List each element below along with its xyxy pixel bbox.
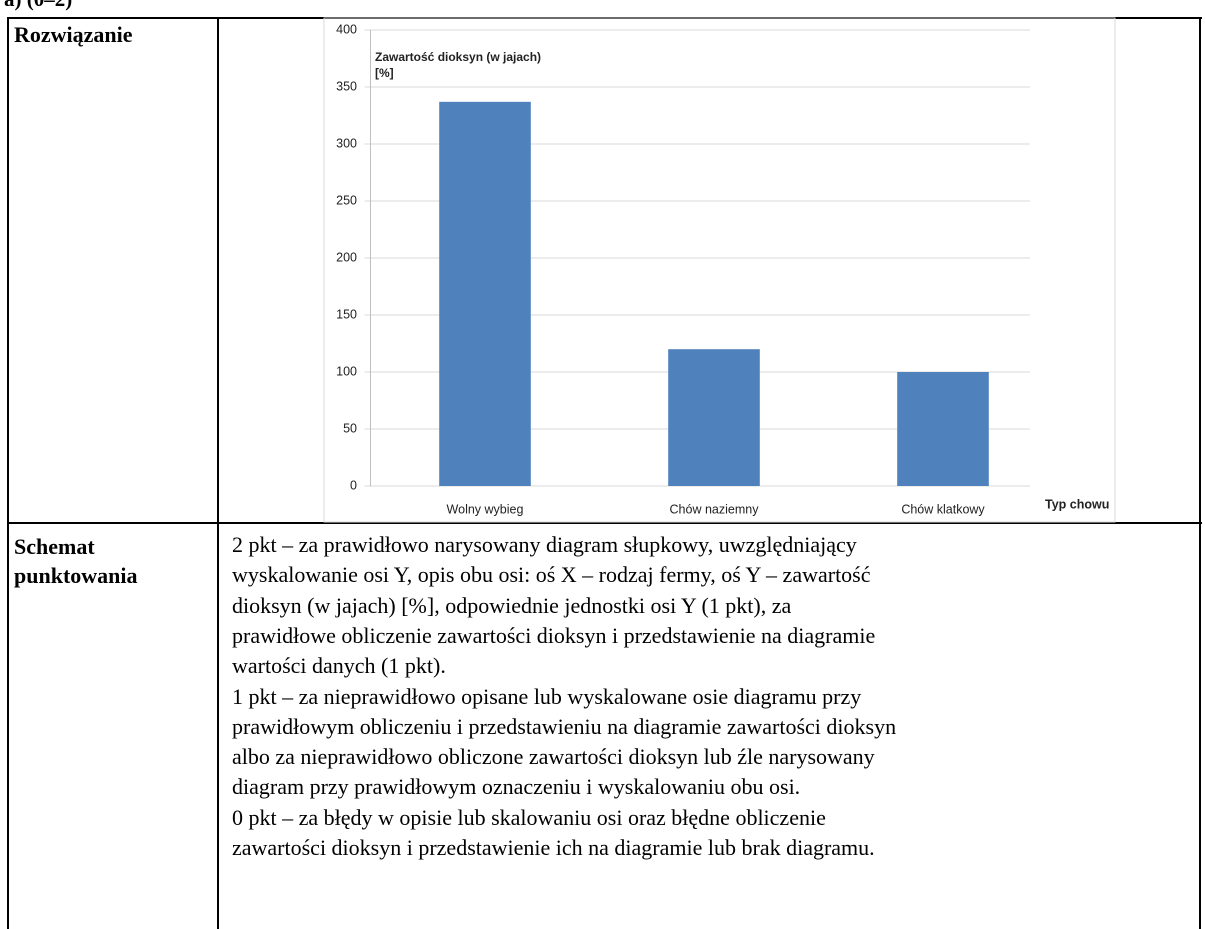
text-line: albo za nieprawidłowo obliczone zawartoś…	[232, 744, 875, 770]
y-tick-label: 350	[336, 79, 357, 93]
text-line: diagram przy prawidłowym oznaczeniu i wy…	[232, 774, 801, 800]
y-tick-label: 200	[336, 250, 357, 264]
text-line: wyskalowanie osi Y, opis obu osi: oś X –…	[232, 562, 871, 588]
text-line: 2 pkt – za prawidłowo narysowany diagram…	[232, 532, 857, 557]
y-tick-label: 400	[336, 22, 357, 36]
table-border	[1199, 17, 1201, 929]
bar	[439, 101, 531, 486]
text-line: zawartości dioksyn i przedstawienie ich …	[232, 835, 875, 860]
text-line: 1 pkt – za nieprawidłowo opisane lub wys…	[232, 683, 862, 709]
y-tick-label: 50	[343, 421, 357, 435]
text-line: wartości danych (1 pkt).	[232, 653, 446, 679]
heading: a) (0–2)	[4, 0, 72, 12]
x-tick-label: Wolny wybieg	[447, 502, 524, 516]
y-tick-label: 150	[336, 307, 357, 321]
x-axis-label: Typ chowu	[1045, 497, 1109, 511]
text-line: prawidłowe obliczenie zawartości dioksyn…	[232, 622, 876, 648]
table-border	[7, 522, 1202, 524]
x-tick-label: Chów naziemny	[670, 502, 760, 516]
x-tick-label: Chów klatkowy	[901, 502, 985, 516]
bar	[897, 372, 989, 486]
text-line: prawidłowym obliczeniu i przedstawieniu …	[232, 713, 897, 739]
y-tick-label: 300	[336, 136, 357, 150]
text-line: 0 pkt – za błędy w opisie lub skalowaniu…	[232, 804, 826, 830]
y-axis-label: [%]	[375, 66, 394, 80]
table-border	[7, 17, 9, 929]
bar	[668, 349, 760, 486]
y-tick-label: 100	[336, 364, 357, 378]
chart-frame	[323, 17, 1116, 523]
table-border	[217, 17, 219, 929]
y-axis-label: Zawartość dioksyn (w jajach)	[375, 50, 541, 64]
row-label: Rozwiązanie	[14, 22, 133, 47]
row-label: Schemat punktowania	[14, 534, 138, 588]
y-tick-label: 250	[336, 193, 357, 207]
text-line: dioksyn (w jajach) [%], odpowiednie jedn…	[232, 592, 792, 618]
y-tick-label: 0	[350, 478, 357, 492]
